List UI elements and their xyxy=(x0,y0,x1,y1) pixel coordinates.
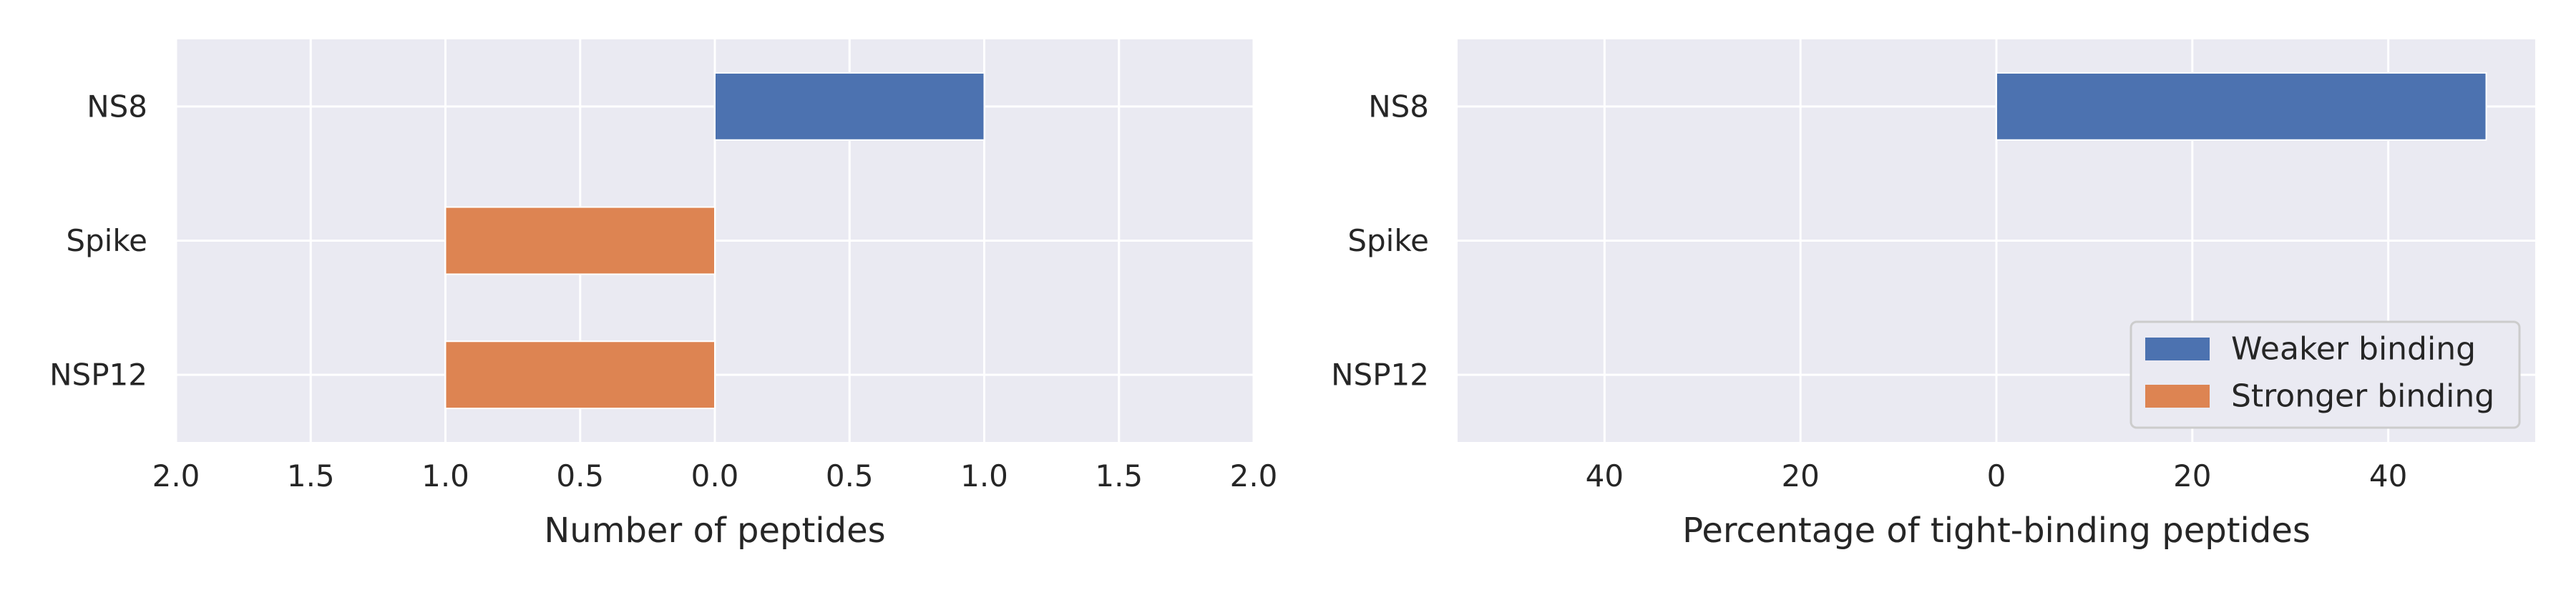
x-tick-label: 1.0 xyxy=(421,458,469,493)
x-axis-title: Number of peptides xyxy=(544,511,885,551)
bar-weaker-ns8 xyxy=(714,72,985,141)
bar-stronger-nsp12 xyxy=(444,340,716,410)
x-tick-label: 0 xyxy=(1987,458,2006,493)
x-tick-label: 40 xyxy=(1586,458,1624,493)
chart-panel-2: NS8 Spike NSP12 40 20 0 20 40 Percentage of tigh… xyxy=(1331,39,2535,551)
y-tick-label: NS8 xyxy=(87,89,147,124)
y-tick-label: Spike xyxy=(1347,223,1429,258)
bar-stronger-spike xyxy=(444,206,716,275)
legend-swatch-stronger xyxy=(2145,385,2210,408)
x-tick-label: 1.5 xyxy=(287,458,335,493)
x-tick-label: 1.0 xyxy=(960,458,1008,493)
y-tick-label: Spike xyxy=(66,223,147,258)
y-tick-label: NSP12 xyxy=(49,358,147,393)
legend-label-weaker: Weaker binding xyxy=(2231,331,2476,368)
y-tick-label: NSP12 xyxy=(1331,358,1429,393)
x-tick-label: 20 xyxy=(1781,458,1819,493)
x-tick-label: 2.0 xyxy=(152,458,200,493)
legend-swatch-weaker xyxy=(2145,338,2210,360)
legend-label-stronger: Stronger binding xyxy=(2231,378,2494,415)
legend: Weaker binding Stronger binding xyxy=(2129,320,2521,429)
chart-panel-1: NS8 Spike NSP12 2.0 1.5 1.0 0.5 0.0 0.5 1.0 1.5 2.0… xyxy=(49,39,1277,551)
x-tick-label: 20 xyxy=(2173,458,2211,493)
x-tick-label: 0.5 xyxy=(826,458,874,493)
legend-box xyxy=(2129,320,2521,429)
y-tick-label: NS8 xyxy=(1368,89,1429,124)
x-tick-label: 0.0 xyxy=(691,458,739,493)
x-tick-label: 1.5 xyxy=(1095,458,1143,493)
x-tick-label: 2.0 xyxy=(1230,458,1278,493)
bar-weaker-ns8 xyxy=(1996,72,2487,141)
x-axis-title: Percentage of tight-binding peptides xyxy=(1682,511,2311,551)
x-tick-label: 0.5 xyxy=(556,458,604,493)
x-tick-label: 40 xyxy=(2369,458,2407,493)
